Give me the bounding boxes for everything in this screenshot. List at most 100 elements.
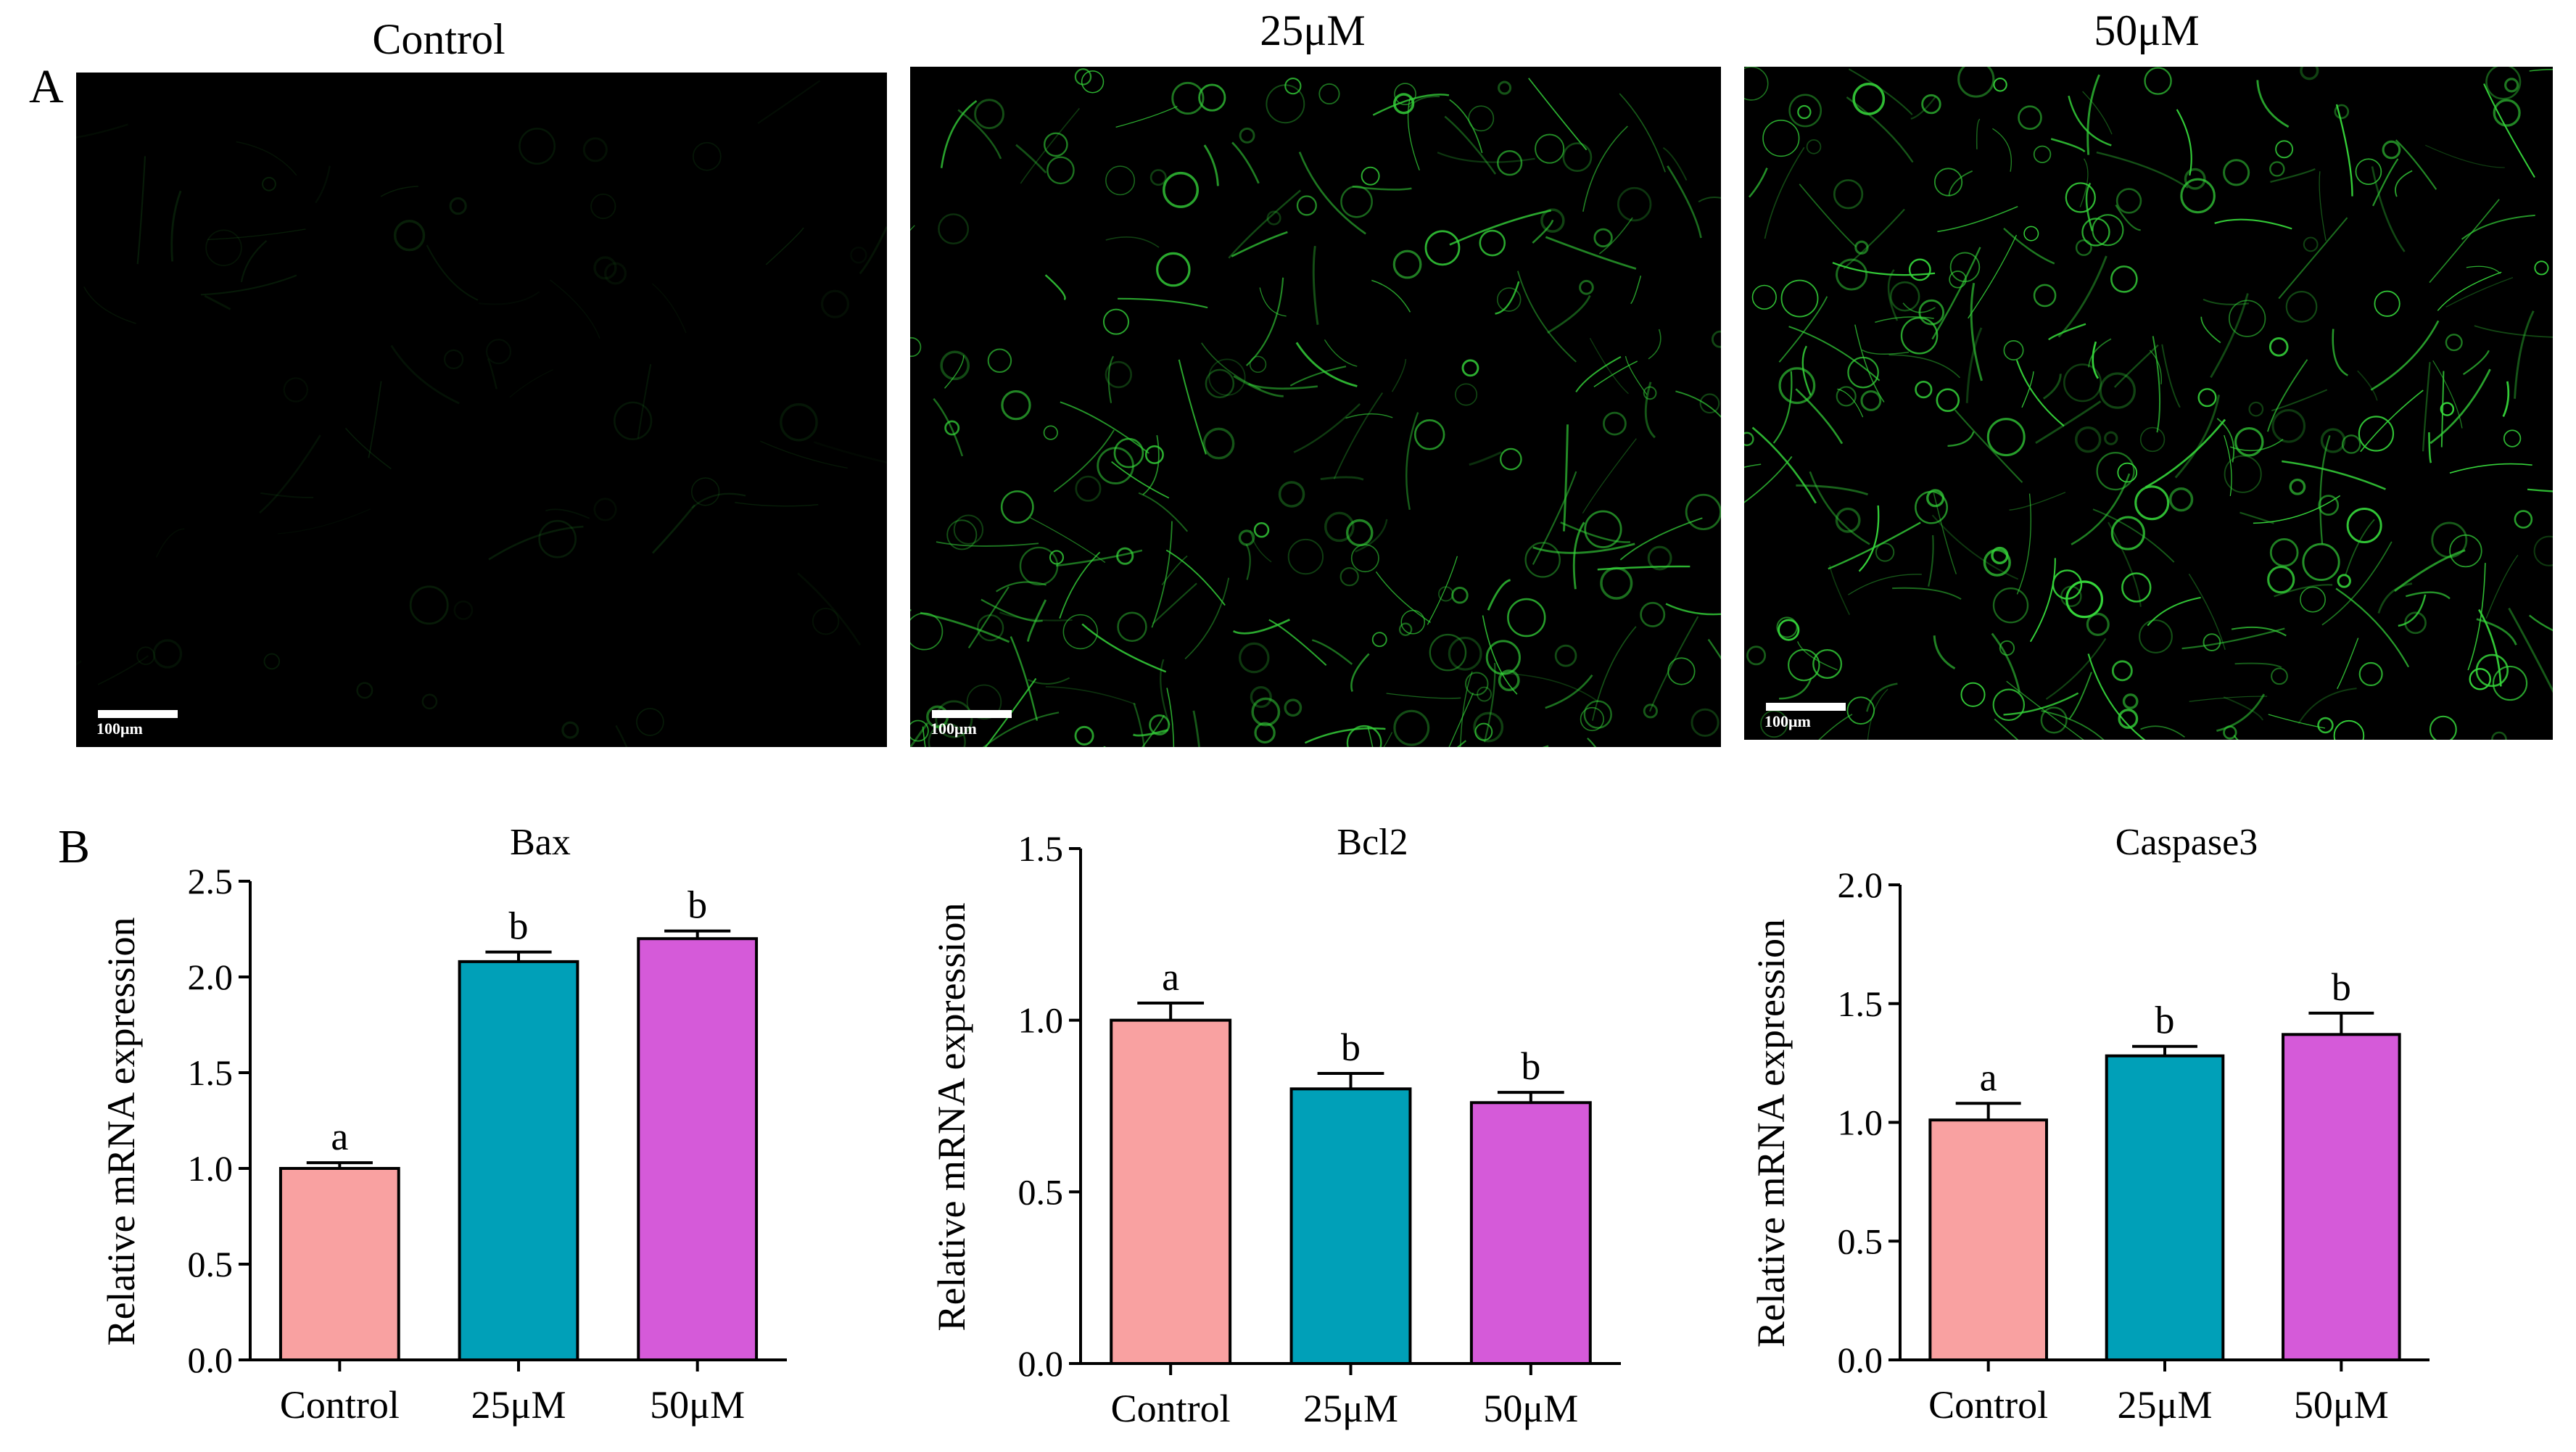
cell-process (1744, 455, 1793, 503)
x-tick-label: 25μM (471, 1383, 566, 1427)
cell-process (2003, 227, 2055, 265)
cell-process (1118, 297, 1208, 309)
cell (1993, 78, 2007, 92)
cell-process (1587, 738, 1597, 747)
cell (1251, 697, 1281, 727)
cell (1778, 619, 1800, 641)
cell (2300, 67, 2319, 81)
cell (2267, 566, 2295, 594)
cell (2300, 586, 2326, 613)
cell-process (2377, 582, 2413, 614)
cell-process (2113, 344, 2159, 388)
cell-process (1902, 302, 1936, 313)
cell-process (859, 226, 887, 275)
cell-process (2057, 255, 2108, 338)
cell (1762, 120, 1800, 157)
cell (2475, 653, 2509, 688)
cell-process (1312, 246, 1319, 325)
panel-label-a: A (29, 60, 64, 113)
cell-process (390, 345, 460, 405)
cell-process (2474, 325, 2553, 338)
cell (938, 213, 970, 245)
cell (593, 498, 617, 521)
cell-process (1166, 688, 1175, 747)
cell (1105, 165, 1136, 196)
cell (1278, 481, 1305, 508)
cell-process (2189, 696, 2268, 702)
cell-process (1545, 236, 1637, 270)
cell (2504, 78, 2519, 93)
cell-process (2360, 389, 2424, 453)
cell (2063, 363, 2102, 403)
cell (1667, 657, 1696, 685)
bar-50μm (637, 937, 759, 1361)
y-tick-label: 1.5 (1838, 983, 1883, 1024)
cell (2303, 236, 2319, 252)
cell-process (2071, 473, 2131, 545)
cell (2224, 455, 2262, 493)
cell-process (2274, 584, 2333, 598)
cell (2092, 214, 2124, 247)
cell-process (545, 508, 590, 519)
scale-bar (932, 710, 1012, 718)
cell (1780, 279, 1819, 318)
cell (1019, 546, 1059, 586)
cell-process (1818, 714, 1853, 740)
y-tick-label: 0.5 (1838, 1221, 1883, 1261)
chart-caspase3: Caspase3 Relative mRNA expression 0.0 0.5 1.… (1749, 822, 2430, 1427)
y-tick-label: 0.0 (1018, 1343, 1064, 1384)
cell-process (1828, 521, 1921, 570)
cell-process (1352, 185, 1412, 191)
cell (1833, 179, 1864, 210)
cell-process (1427, 556, 1458, 625)
cell-process (1044, 274, 1066, 301)
cell-process (1933, 492, 1957, 574)
panel-label-b: B (58, 820, 91, 873)
cell-process (207, 228, 306, 240)
cell-process (1968, 234, 2018, 319)
y-axis-label: Relative mRNA expression (1749, 919, 1793, 1348)
cell-process (2152, 336, 2161, 433)
cell (2139, 426, 2166, 453)
cell-process (1619, 517, 1703, 561)
cell-process (1991, 632, 2021, 693)
cell-process (1648, 329, 1661, 360)
cell-process (1933, 635, 1956, 670)
cell (1788, 648, 1820, 682)
cell (2018, 105, 2042, 130)
cell-process (1232, 619, 1290, 635)
cell (2121, 572, 2152, 603)
cell (2429, 715, 2457, 740)
cell (1744, 432, 1754, 447)
cell (1477, 686, 1493, 702)
cell-process (651, 504, 696, 554)
cell-process (1375, 571, 1431, 623)
cell-process (2174, 395, 2221, 479)
cell-process (2268, 714, 2326, 729)
cell-process (1662, 147, 1688, 181)
cell (1746, 645, 1767, 666)
cell-process (2395, 170, 2413, 197)
cell-process (1994, 718, 2019, 740)
cell (1992, 688, 2026, 722)
cell (977, 614, 1004, 642)
cell-process (1295, 342, 1358, 387)
cell (1685, 493, 1721, 531)
cell-process (1888, 354, 1961, 379)
cell-process (1371, 279, 1411, 313)
cell-process (1848, 574, 1922, 595)
cell (1254, 722, 1276, 744)
bar-control (278, 1167, 400, 1361)
cell (1496, 287, 1522, 312)
cell-process (1444, 115, 1497, 175)
cell-process (1748, 168, 1768, 198)
cell (1579, 279, 1594, 295)
cell-process (1405, 412, 1419, 511)
cell-process (1843, 208, 1905, 270)
cell (2269, 161, 2285, 177)
cell (1361, 166, 1380, 186)
cell (953, 514, 984, 545)
cell-process (2476, 618, 2517, 645)
cell-process (1133, 702, 1145, 747)
cell (1498, 81, 1512, 95)
